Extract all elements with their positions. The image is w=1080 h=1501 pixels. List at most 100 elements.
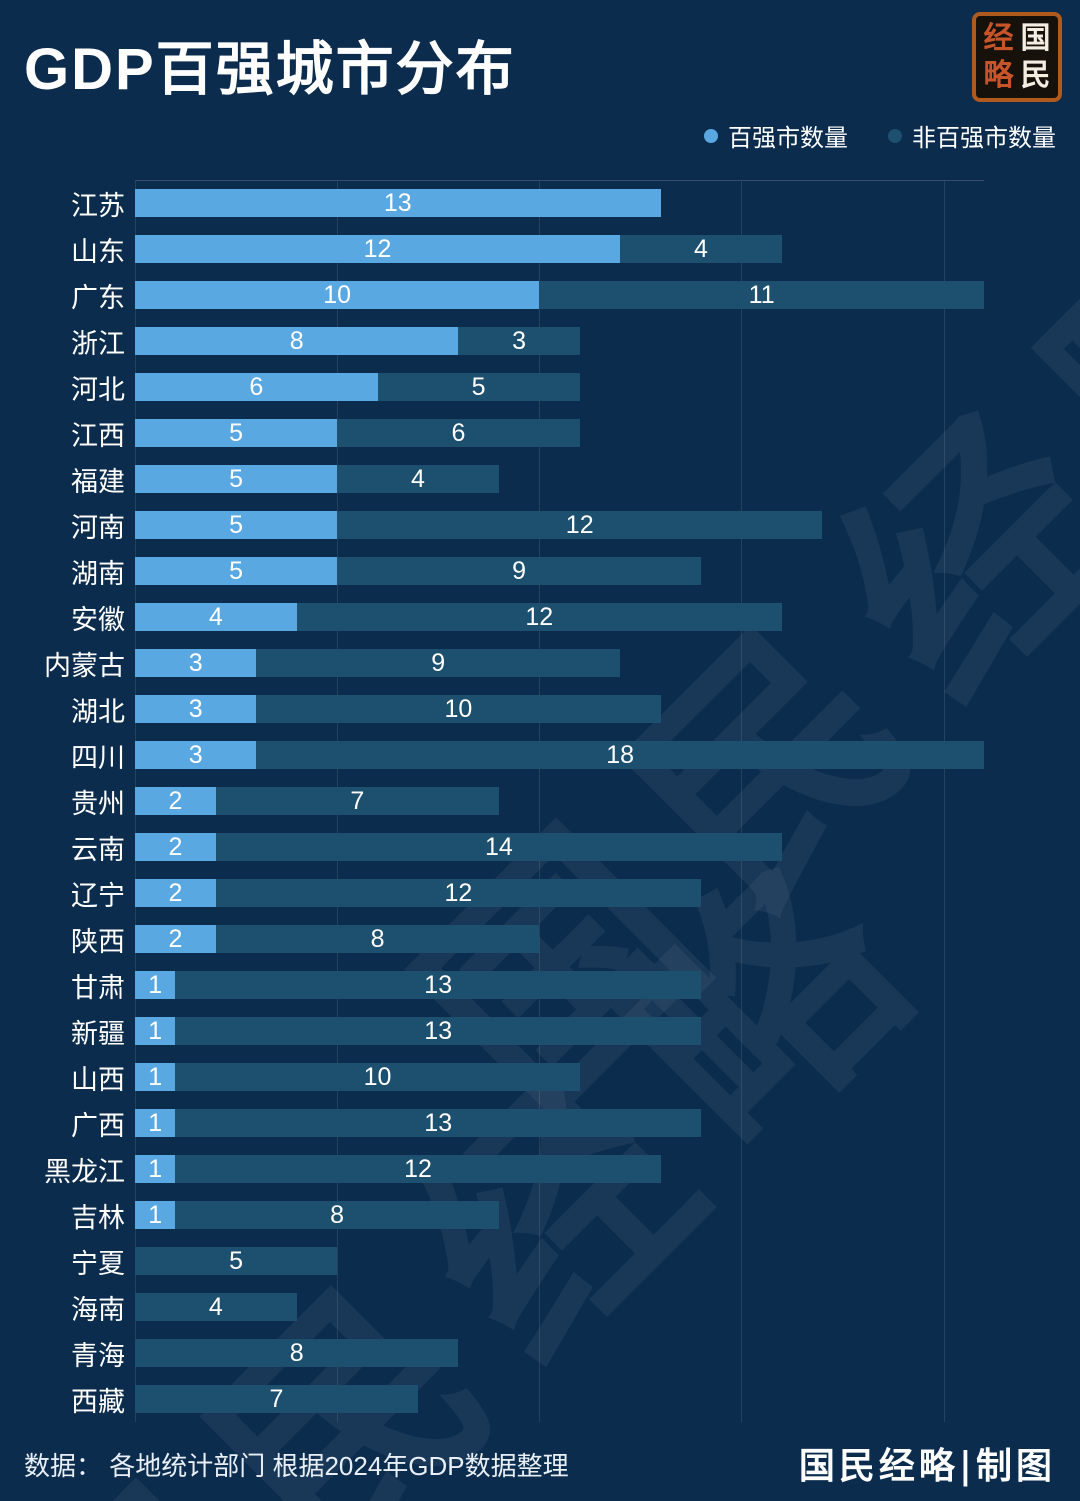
bar-non-top100: 10	[175, 1063, 580, 1091]
bar-top100: 1	[135, 1154, 176, 1183]
chart-row: 青海 8	[0, 1330, 1080, 1376]
bar-top100: 1	[135, 1108, 176, 1137]
bar-group: 1 13	[135, 971, 701, 999]
category-label: 四川	[71, 742, 125, 773]
chart-row: 江西 5 6	[0, 410, 1080, 456]
bar-non-top100: 7	[215, 787, 499, 815]
bar-non-top100: 8	[135, 1339, 459, 1367]
category-label: 山西	[71, 1064, 125, 1095]
chart-row: 辽宁 2 12	[0, 870, 1080, 916]
chart-row: 西藏 7	[0, 1376, 1080, 1422]
bar-group: 13	[135, 189, 661, 217]
value-label: 12	[565, 510, 594, 539]
legend: 百强市数量 非百强市数量	[704, 118, 1056, 153]
category-label: 山东	[71, 236, 125, 267]
category-label: 浙江	[71, 328, 125, 359]
bar-group: 3 10	[135, 695, 661, 723]
bar-top100: 3	[135, 741, 257, 769]
category-label: 安徽	[71, 604, 125, 635]
bar-top100: 2	[135, 925, 216, 953]
value-label: 1	[148, 1108, 163, 1137]
category-label: 河南	[71, 512, 125, 543]
gridline	[943, 181, 945, 1422]
value-label: 8	[370, 924, 385, 953]
bar-non-top100: 13	[175, 971, 701, 999]
category-label: 西藏	[71, 1386, 125, 1417]
gridline	[741, 181, 743, 1422]
category-label: 江西	[71, 420, 125, 451]
bar-non-top100: 13	[175, 1017, 701, 1045]
bar-non-top100: 5	[135, 1246, 338, 1275]
value-label: 8	[330, 1200, 345, 1229]
bar-non-top100: 4	[620, 235, 782, 263]
bar-non-top100: 3	[458, 327, 580, 355]
bar-non-top100: 12	[215, 878, 701, 907]
bar-group: 2 14	[135, 833, 782, 861]
bar-non-top100: 14	[215, 833, 782, 861]
legend-item-non-top100: 非百强市数量	[888, 118, 1056, 153]
category-label: 甘肃	[71, 972, 125, 1003]
bar-top100: 1	[135, 1063, 176, 1091]
bar-group: 2 12	[135, 879, 701, 907]
value-label: 8	[289, 326, 304, 355]
value-label: 12	[444, 878, 473, 907]
bar-group: 4 12	[135, 603, 782, 631]
category-label: 广东	[71, 282, 125, 313]
category-label: 贵州	[71, 788, 125, 819]
chart-row: 吉林 1 8	[0, 1192, 1080, 1238]
bar-group: 1 13	[135, 1017, 701, 1045]
bar-group: 3 18	[135, 741, 984, 769]
chart-row: 浙江 8 3	[0, 318, 1080, 364]
bar-non-top100: 4	[337, 465, 499, 493]
chart-row: 内蒙古 3 9	[0, 640, 1080, 686]
bar-top100: 5	[135, 419, 338, 447]
legend-dot-top100-icon	[704, 128, 718, 143]
value-label: 18	[606, 740, 635, 769]
value-label: 1	[148, 1016, 163, 1045]
chart-row: 四川 3 18	[0, 732, 1080, 778]
value-label: 5	[229, 464, 244, 493]
value-label: 11	[748, 280, 775, 309]
chart-row: 新疆 1 13	[0, 1008, 1080, 1054]
value-label: 4	[694, 234, 708, 263]
bar-top100: 6	[135, 373, 378, 401]
value-label: 12	[404, 1154, 432, 1183]
logo-char-lve: 略	[983, 57, 1014, 93]
category-label: 湖南	[71, 558, 125, 589]
chart-row: 山东 12 4	[0, 226, 1080, 272]
category-label: 宁夏	[71, 1248, 125, 1279]
credit-note: 国民经略|制图	[798, 1445, 1056, 1487]
category-label: 云南	[71, 834, 125, 865]
value-label: 3	[188, 648, 203, 677]
value-label: 4	[208, 1292, 223, 1321]
value-label: 4	[411, 464, 425, 493]
bar-top100: 10	[135, 280, 540, 309]
category-label: 辽宁	[71, 880, 125, 911]
chart-row: 宁夏 5	[0, 1238, 1080, 1284]
bar-top100: 5	[135, 557, 338, 585]
bar-non-top100: 8	[175, 1200, 499, 1229]
chart-row: 山西 1 10	[0, 1054, 1080, 1100]
bar-non-top100: 6	[337, 419, 580, 447]
chart-row: 河北 6 5	[0, 364, 1080, 410]
value-label: 2	[168, 786, 183, 815]
bar-group: 1 10	[135, 1063, 580, 1091]
bar-non-top100: 11	[539, 281, 984, 309]
bar-top100: 8	[135, 326, 459, 355]
value-label: 5	[229, 1246, 244, 1275]
category-label: 湖北	[71, 696, 125, 727]
category-label: 广西	[71, 1110, 125, 1141]
legend-dot-non-top100-icon	[888, 128, 902, 143]
bar-non-top100: 5	[377, 373, 580, 401]
bar-non-top100: 12	[175, 1154, 661, 1183]
chart-row: 江苏 13	[0, 180, 1080, 226]
value-label: 1	[148, 1154, 163, 1183]
chart-row: 湖北 3 10	[0, 686, 1080, 732]
bar-top100: 2	[135, 879, 216, 907]
value-label: 10	[323, 280, 352, 309]
